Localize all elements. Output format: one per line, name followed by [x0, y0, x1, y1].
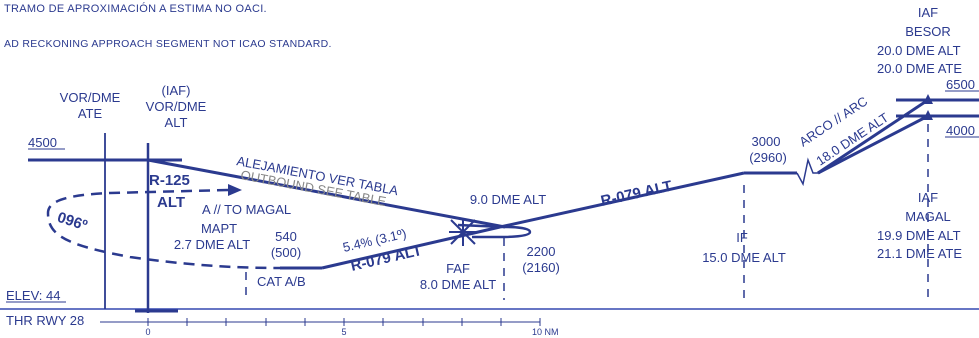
iaf-marker-top: [923, 94, 933, 104]
if-height-label: (2960): [749, 150, 787, 165]
iaf-vor-dme-label: VOR/DME: [146, 99, 207, 114]
final-descent-segment: [321, 225, 501, 270]
vor-ident: ATE: [78, 106, 103, 121]
besor-dme1-label: 20.0 DME ALT: [877, 43, 961, 58]
if-label: IF: [736, 230, 748, 245]
thr-label: THR RWY 28: [6, 313, 84, 328]
mapt-height-label: (500): [271, 245, 301, 260]
arc-leg-magal: [817, 114, 929, 175]
iaf-marker-bottom: [923, 110, 933, 120]
faf-alt-label: 2200: [527, 244, 556, 259]
r079-intermediate-leg: [499, 171, 745, 229]
iaf-paren-label: (IAF): [162, 83, 191, 98]
cat-label: CAT A/B: [257, 274, 306, 289]
r125-label: R-125: [149, 172, 190, 189]
course-096-label: 096º: [55, 209, 90, 235]
dme9-label: 9.0 DME ALT: [470, 192, 546, 207]
mapt-dme-label: 2.7 DME ALT: [174, 237, 250, 252]
iaf-alt-label: ALT: [165, 115, 188, 130]
note-english: AD RECKONING APPROACH SEGMENT NOT ICAO S…: [4, 38, 332, 50]
if-alt-label: 3000: [752, 134, 781, 149]
track-arrow: [228, 184, 242, 196]
magal-dme1-label: 19.9 DME ALT: [877, 228, 961, 243]
faf-fix-symbol: [449, 218, 477, 246]
scale-tick-5: 5: [341, 327, 346, 337]
vor-dme-title: VOR/DME: [60, 90, 121, 105]
elev-label: ELEV: 44: [6, 288, 60, 303]
iaf-bottom-label: IAF: [918, 190, 938, 205]
mapt-label: MAPT: [201, 221, 237, 236]
distance-scale-ticks: [147, 318, 541, 326]
note-spanish: TRAMO DE APROXIMACIÓN A ESTIMA NO OACI.: [4, 3, 267, 15]
besor-label: BESOR: [905, 24, 951, 39]
r125-alt-label: ALT: [157, 194, 185, 211]
mapt-alt-label: 540: [275, 229, 297, 244]
if-dme-label: 15.0 DME ALT: [702, 250, 786, 265]
to-magal-label: A // TO MAGAL: [202, 202, 291, 217]
r079-high-label: R-079 ALT: [599, 178, 673, 210]
faf-dme-label: 8.0 DME ALT: [420, 277, 496, 292]
outbound-leg: [147, 158, 506, 229]
alt-4000-label: 4000: [946, 123, 975, 138]
faf-height-label: (2160): [522, 260, 560, 275]
magal-label: MAGAL: [905, 209, 951, 224]
dead-reckoning-track: [46, 188, 281, 270]
scale-tick-0: 0: [145, 327, 150, 337]
alt-4500-label: 4500: [28, 135, 57, 150]
scale-tick-10nm: 10 NM: [532, 327, 559, 337]
magal-dme2-label: 21.1 DME ATE: [877, 246, 962, 261]
arc-leg-besor: [817, 98, 929, 175]
faf-label: FAF: [446, 261, 470, 276]
break-mark: [796, 157, 820, 187]
iaf-top-label: IAF: [918, 5, 938, 20]
besor-dme2-label: 20.0 DME ATE: [877, 61, 962, 76]
alt-6500-label: 6500: [946, 77, 975, 92]
